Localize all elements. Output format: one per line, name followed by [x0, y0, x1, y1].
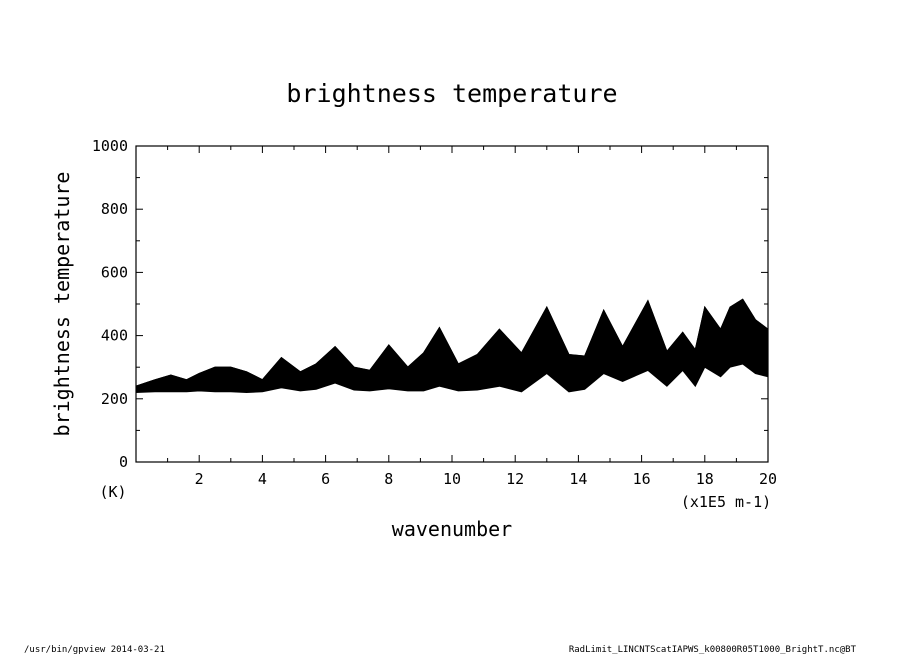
x-tick-label: 14: [569, 470, 587, 488]
chart-title: brightness temperature: [286, 79, 617, 108]
y-tick-label: 200: [101, 390, 128, 408]
x-tick-label: 10: [443, 470, 461, 488]
y-tick-label: 400: [101, 327, 128, 345]
footer-left: /usr/bin/gpview 2014-03-21: [24, 645, 165, 654]
x-tick-label: 4: [258, 470, 267, 488]
series-band: [135, 298, 769, 394]
y-tick-label: 600: [101, 263, 128, 281]
series-line: [135, 298, 769, 387]
plot-frame: [135, 145, 769, 463]
x-tick-label: 18: [696, 470, 714, 488]
x-tick-labels: 2 4 6 8 10 12 14 16 18 20: [195, 470, 777, 488]
y-tick-label: 800: [101, 200, 128, 218]
x-tick-label: 12: [506, 470, 524, 488]
x-tick-label: 20: [759, 470, 777, 488]
x-tick-label: 2: [195, 470, 204, 488]
y-unit-label: (K): [99, 483, 126, 501]
x-tick-label: 8: [384, 470, 393, 488]
x-tick-label: 6: [321, 470, 330, 488]
footer-right: RadLimit_LINCNTScatIAPWS_k00800R05T1000_…: [569, 645, 857, 654]
y-tick-label: 0: [119, 453, 128, 471]
y-tick-label: 1000: [92, 137, 128, 155]
y-tick-labels: 0 200 400 600 800 1000: [92, 137, 128, 471]
axis-ticks: [135, 145, 769, 463]
x-axis-label: wavenumber: [392, 517, 512, 541]
x-unit-label: (x1E5 m-1): [681, 493, 771, 511]
x-tick-label: 16: [633, 470, 651, 488]
y-axis-label: brightness temperature: [50, 172, 74, 437]
